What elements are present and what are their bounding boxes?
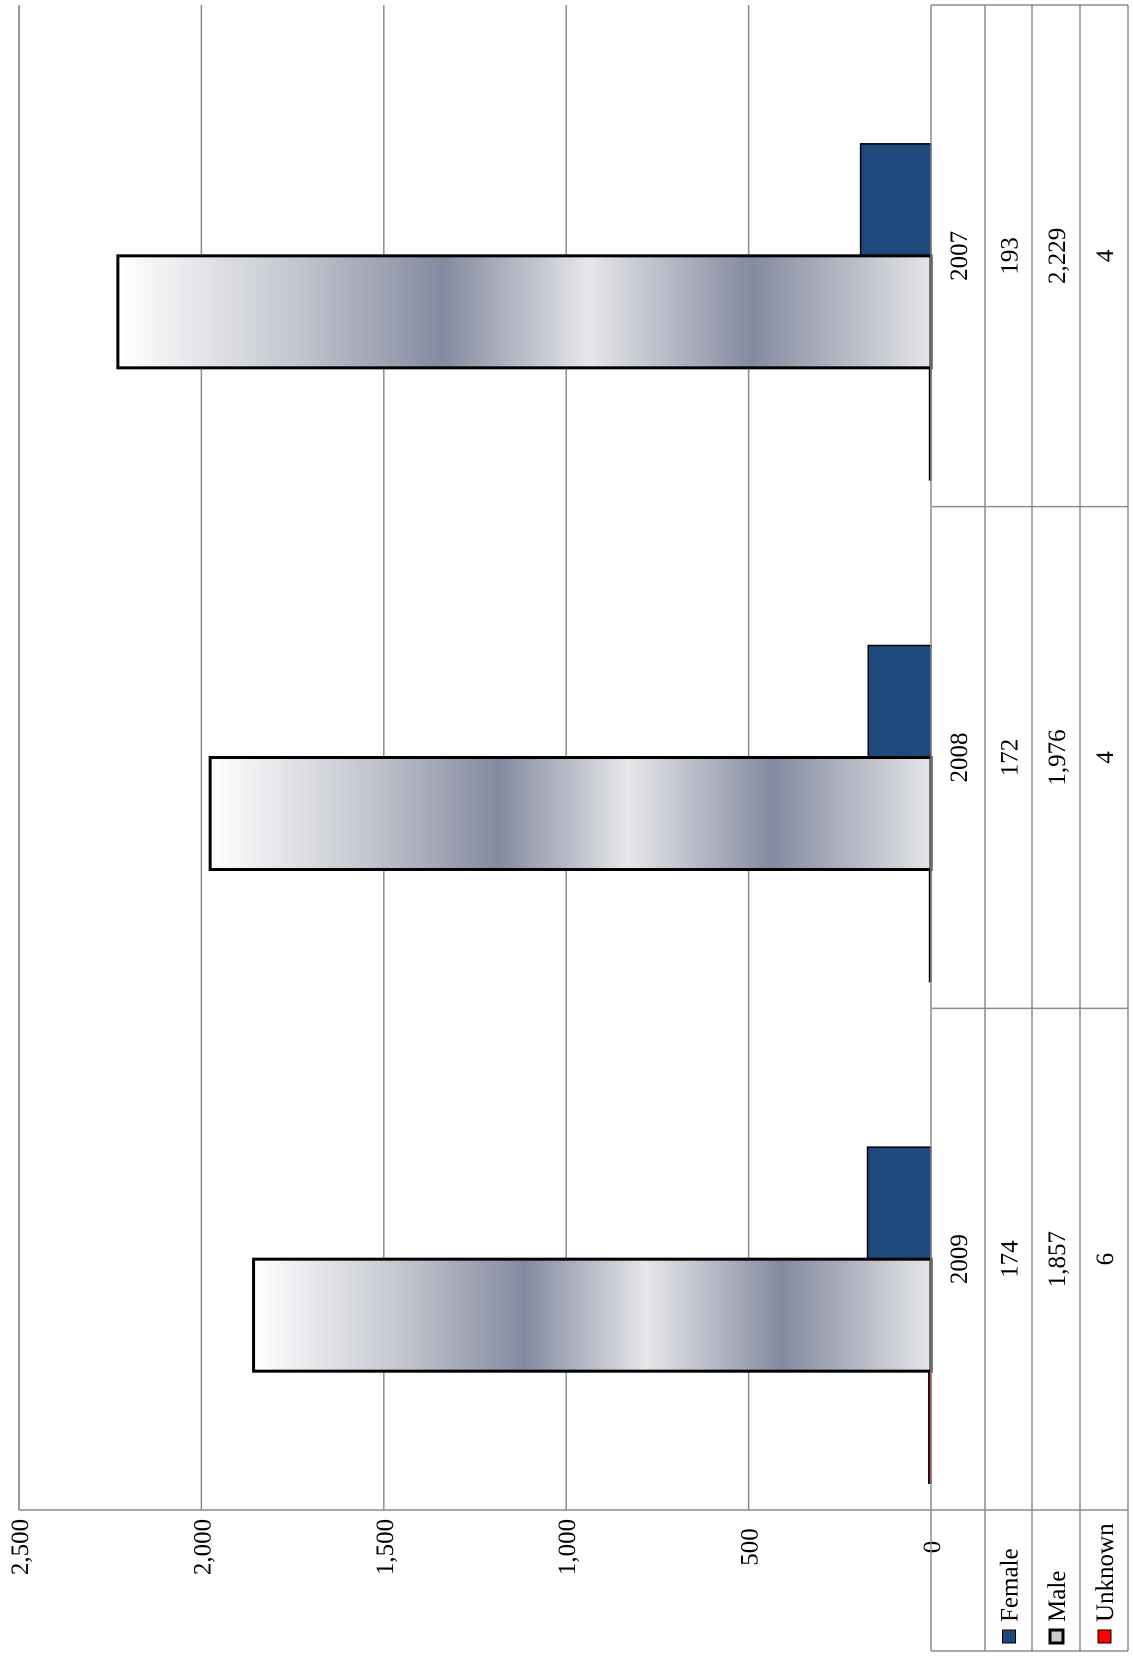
category-label-2008: 2008 — [946, 733, 973, 783]
data-label-male-2008: 1,976 — [1044, 729, 1071, 785]
data-label-female-2007: 193 — [997, 237, 1024, 274]
data-table: 2007 2008 2009 193 172 174 Female 2,229 1,976 1,8… — [930, 4, 1129, 1652]
data-label-male-2009: 1,857 — [1044, 1231, 1071, 1287]
legend-label-male: Male — [1044, 1571, 1071, 1622]
bar-male-2009 — [252, 1257, 933, 1373]
legend-key-unknown — [1097, 1629, 1112, 1644]
data-label-unknown-2007: 4 — [1092, 249, 1119, 262]
legend-label-unknown: Unknown — [1092, 1523, 1119, 1622]
data-label-female-2009: 174 — [997, 1240, 1024, 1278]
data-label-male-2007: 2,229 — [1044, 228, 1071, 284]
legend-key-female — [1002, 1629, 1016, 1644]
bars — [116, 143, 933, 1484]
bar-male-2007 — [116, 254, 933, 370]
value-axis-tick-label: 2,000 — [189, 1519, 216, 1575]
value-axis-tick-label: 1,500 — [372, 1519, 399, 1575]
data-label-unknown-2009: 6 — [1092, 1253, 1119, 1266]
bar-female-2009 — [866, 1146, 932, 1260]
legend-key-male — [1048, 1628, 1065, 1645]
value-axis-tick-label: 1,000 — [554, 1519, 581, 1575]
category-label-2007: 2007 — [946, 231, 973, 281]
value-axis: 0 500 1,000 1,500 2,000 2,500 — [7, 1519, 946, 1575]
bar-female-2007 — [859, 143, 932, 257]
data-label-female-2008: 172 — [997, 739, 1024, 777]
data-label-unknown-2008: 4 — [1092, 751, 1119, 764]
value-axis-tick-label: 500 — [737, 1528, 764, 1566]
category-label-2009: 2009 — [946, 1234, 973, 1284]
bar-female-2008 — [867, 644, 932, 759]
bar-male-2008 — [208, 756, 933, 871]
value-axis-tick-label: 0 — [919, 1541, 946, 1554]
value-axis-tick-label: 2,500 — [7, 1519, 34, 1575]
legend-label-female: Female — [997, 1548, 1024, 1622]
